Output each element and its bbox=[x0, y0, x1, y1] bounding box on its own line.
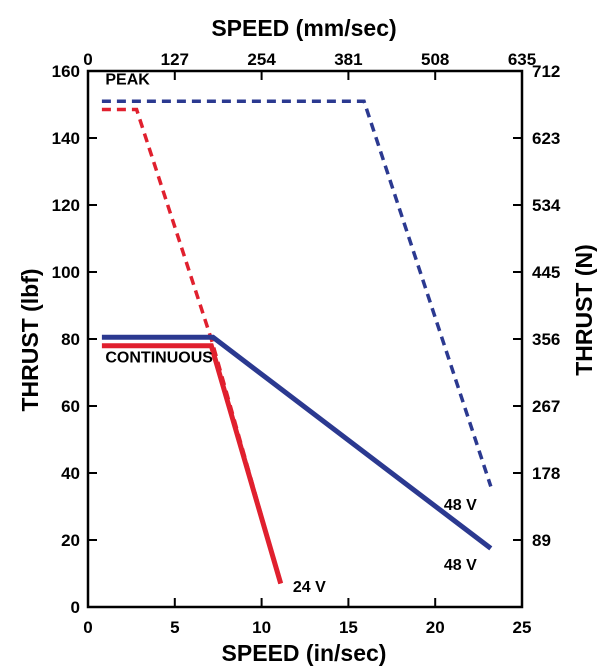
y-left-tick-label: 40 bbox=[61, 464, 80, 483]
annotation-label: 48 V bbox=[444, 557, 477, 574]
y-right-tick-label: 445 bbox=[532, 263, 560, 282]
ticks-group: 0 5 10 15 20 25 0 127 254 381 508 635 0 20 40 60 80 100 12… bbox=[52, 50, 561, 637]
x-top-tick-label: 381 bbox=[334, 50, 362, 69]
series-line-24v-dashed bbox=[101, 107, 283, 584]
y-left-tick-label: 20 bbox=[61, 531, 80, 550]
x-bottom-tick-label: 5 bbox=[170, 618, 179, 637]
series-group bbox=[101, 99, 493, 585]
series-line-48v-dashed bbox=[101, 99, 493, 487]
y-left-tick-label: 0 bbox=[71, 598, 80, 617]
y-right-tick-label: 178 bbox=[532, 464, 560, 483]
annotation-label: CONTINUOUS bbox=[105, 349, 213, 366]
left-axis-title: THRUST (lbf) bbox=[17, 268, 43, 411]
x-bottom-tick-label: 10 bbox=[252, 618, 271, 637]
annotations-group: PEAK CONTINUOUS 24 V 48 V 48 V bbox=[105, 71, 477, 596]
x-top-tick-label: 127 bbox=[161, 50, 189, 69]
x-top-tick-label: 508 bbox=[421, 50, 449, 69]
x-bottom-tick-label: 15 bbox=[339, 618, 358, 637]
y-left-tick-label: 60 bbox=[61, 397, 80, 416]
x-bottom-tick-label: 0 bbox=[83, 618, 92, 637]
y-left-tick-label: 80 bbox=[61, 330, 80, 349]
annotation-label: 24 V bbox=[293, 579, 326, 596]
series-line-48v-solid bbox=[101, 334, 493, 551]
bottom-axis-title: SPEED (in/sec) bbox=[222, 640, 387, 666]
y-right-tick-label: 534 bbox=[532, 196, 561, 215]
x-bottom-tick-label: 20 bbox=[426, 618, 445, 637]
series-line-24v-solid bbox=[101, 343, 284, 585]
x-top-tick-label: 254 bbox=[247, 50, 276, 69]
y-left-tick-label: 120 bbox=[52, 196, 80, 215]
x-bottom-tick-label: 25 bbox=[513, 618, 532, 637]
y-right-tick-label: 89 bbox=[532, 531, 551, 550]
y-left-tick-label: 160 bbox=[52, 62, 80, 81]
right-axis-title: THRUST (N) bbox=[571, 244, 597, 376]
y-right-tick-label: 623 bbox=[532, 129, 560, 148]
x-top-tick-label: 635 bbox=[508, 50, 536, 69]
y-right-tick-label: 712 bbox=[532, 62, 560, 81]
x-top-tick-label: 0 bbox=[83, 50, 92, 69]
top-axis-title: SPEED (mm/sec) bbox=[211, 15, 396, 41]
y-right-tick-label: 267 bbox=[532, 397, 560, 416]
annotation-label: 48 V bbox=[444, 497, 477, 514]
y-left-tick-label: 100 bbox=[52, 263, 80, 282]
y-left-tick-label: 140 bbox=[52, 129, 80, 148]
y-right-tick-label: 356 bbox=[532, 330, 560, 349]
annotation-label: PEAK bbox=[105, 71, 150, 88]
